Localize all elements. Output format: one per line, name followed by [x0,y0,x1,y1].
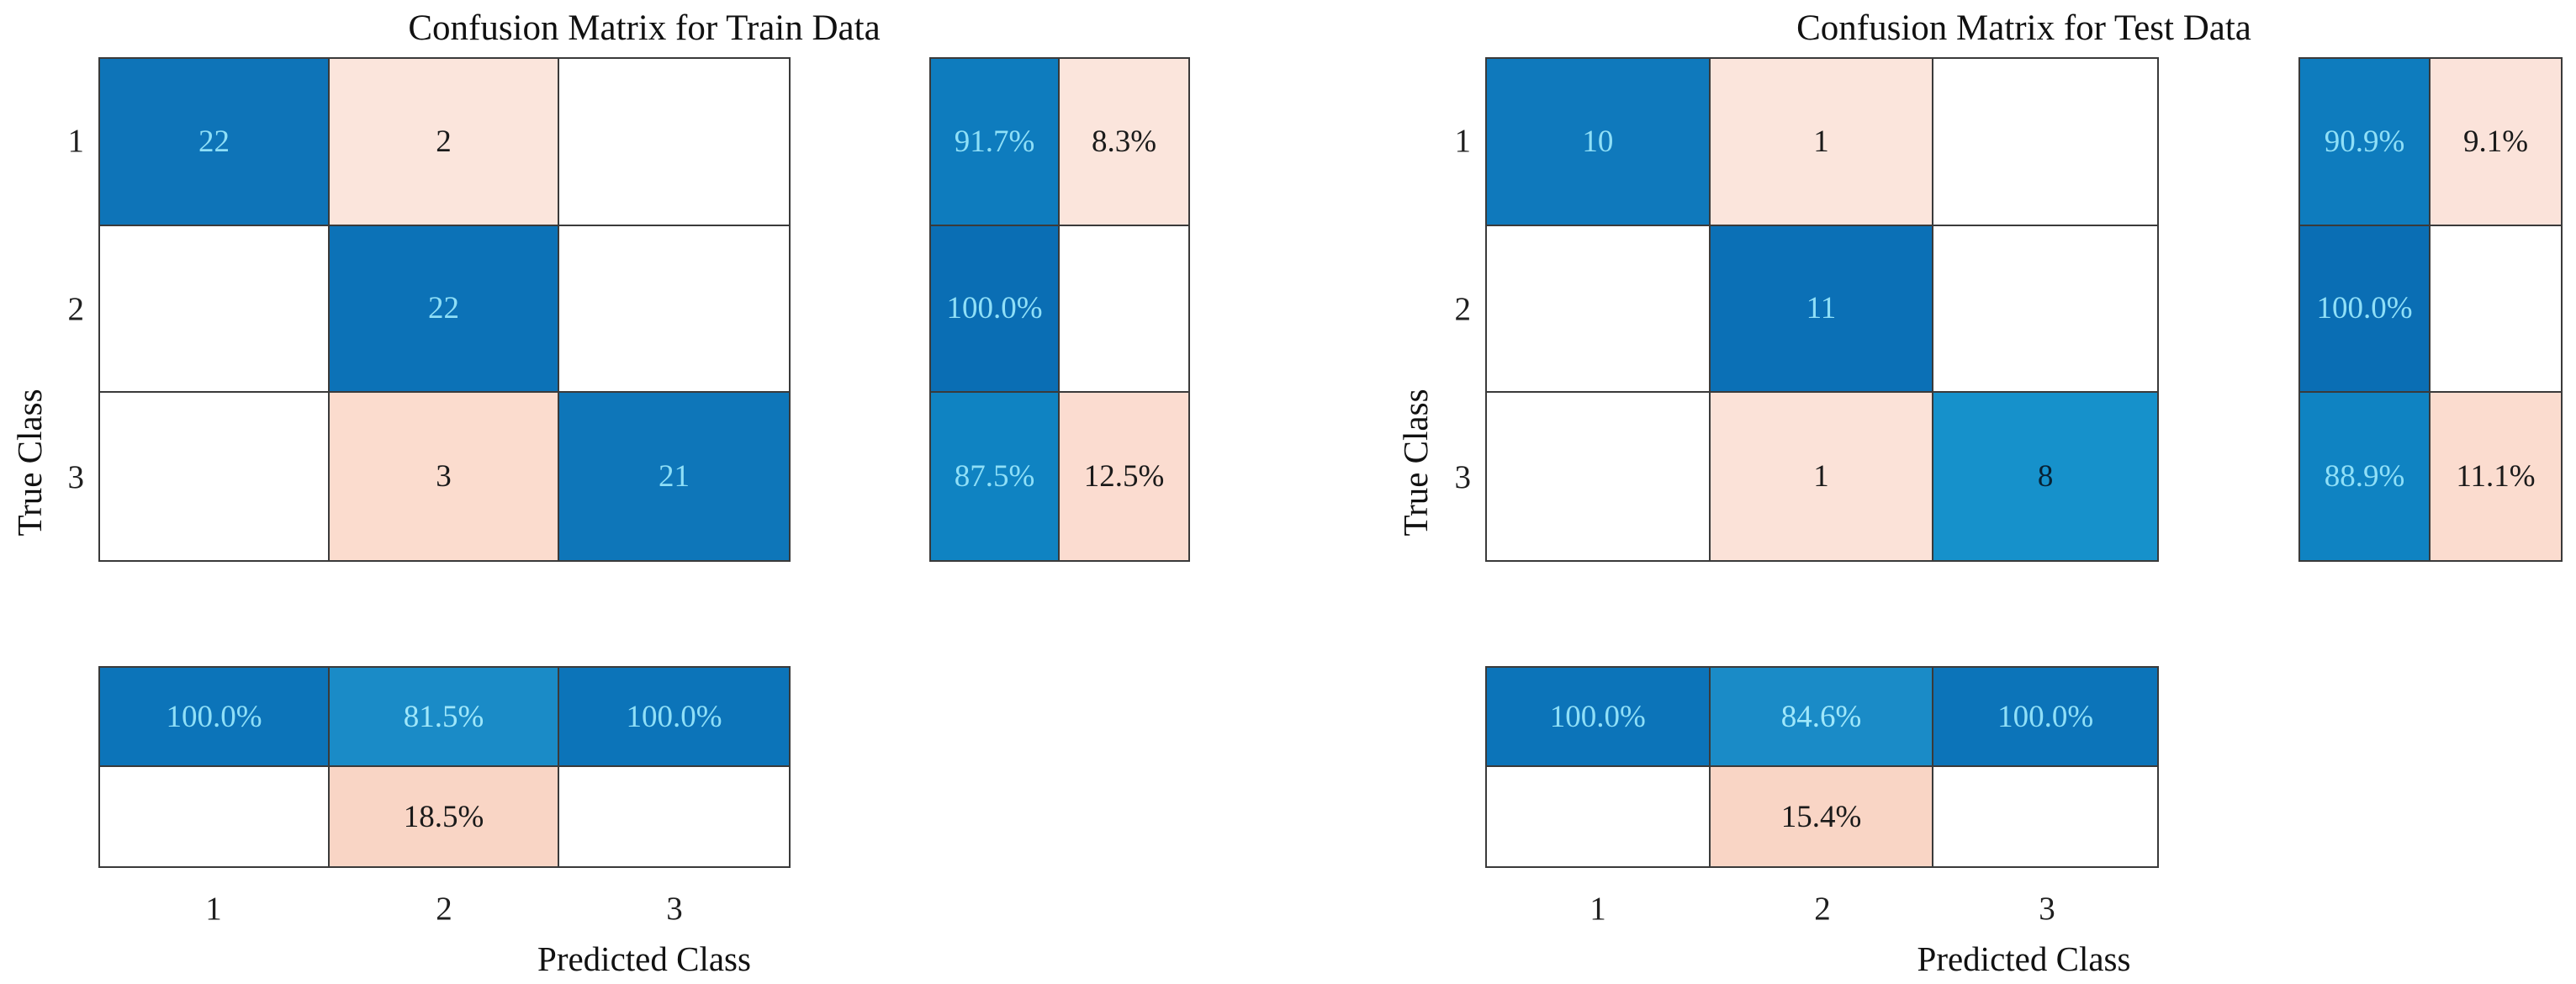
test-matrix-cell [1487,225,1711,394]
train-col-summary-cell [559,767,789,866]
test-matrix-cell [1487,393,1711,560]
train-x-tick-label: 3 [666,891,683,927]
test-col-summary-cell [1487,767,1711,866]
test-y-tick-label: 1 [1454,123,1472,159]
test-col-summary-cell: 100.0% [1933,668,2157,767]
test-matrix-cell [1933,225,2157,394]
test-y-tick-label: 2 [1454,291,1472,327]
test-x-tick-label: 3 [2039,891,2055,927]
train-matrix-cell [559,225,789,394]
test-col-summary-cell [1933,767,2157,866]
train-y-tick-label: 2 [67,291,85,327]
test-matrix-cell: 10 [1487,59,1711,226]
test-col-summary-cell: 100.0% [1487,668,1711,767]
train-matrix-cell: 21 [559,393,789,560]
train-col-summary-cell: 18.5% [330,767,559,866]
test-x-axis-label: Predicted Class [1917,939,2131,978]
train-matrix-cell: 22 [330,225,559,394]
test-row-summary-cell: 88.9% [2300,393,2431,560]
test-row-summary-cell: 100.0% [2300,225,2431,394]
train-column-summary: 100.0% 81.5% 100.0% 18.5% [98,666,791,868]
train-matrix-cell: 3 [330,393,559,560]
train-col-summary-cell [100,767,330,866]
train-confusion-matrix: 22 2 22 3 21 [98,57,791,562]
test-matrix-cell: 8 [1933,393,2157,560]
test-row-summary-cell: 90.9% [2300,59,2431,226]
train-chart-title: Confusion Matrix for Train Data [408,8,881,48]
test-matrix-cell [1933,59,2157,226]
test-x-tick-label: 2 [1814,891,1831,927]
train-col-summary-cell: 100.0% [100,668,330,767]
train-row-summary-cell: 87.5% [931,393,1060,560]
test-row-summary-cell: 11.1% [2431,393,2561,560]
train-row-summary-cell: 91.7% [931,59,1060,226]
test-col-summary-cell: 84.6% [1710,668,1934,767]
train-x-axis-label: Predicted Class [537,939,751,978]
train-y-tick-label: 3 [67,459,85,495]
train-y-tick-label: 1 [67,123,85,159]
train-col-summary-cell: 81.5% [330,668,559,767]
test-confusion-matrix: 10 1 11 1 8 [1485,57,2159,562]
train-row-summary-cell: 12.5% [1060,393,1188,560]
test-y-tick-label: 3 [1454,459,1472,495]
train-x-tick-label: 2 [436,891,452,927]
train-row-summary-cell [1060,225,1188,394]
train-col-summary-cell: 100.0% [559,668,789,767]
train-row-summary: 91.7% 8.3% 100.0% 87.5% 12.5% [929,57,1190,562]
train-matrix-cell: 22 [100,59,330,226]
test-column-summary: 100.0% 84.6% 100.0% 15.4% [1485,666,2159,868]
test-row-summary-cell [2431,225,2561,394]
test-matrix-cell: 1 [1710,59,1934,226]
train-matrix-cell [100,225,330,394]
test-row-summary: 90.9% 9.1% 100.0% 88.9% 11.1% [2298,57,2563,562]
train-row-summary-cell: 8.3% [1060,59,1188,226]
train-matrix-cell [559,59,789,226]
train-matrix-cell [100,393,330,560]
train-matrix-cell: 2 [330,59,559,226]
test-matrix-cell: 1 [1710,393,1934,560]
train-row-summary-cell: 100.0% [931,225,1060,394]
train-x-tick-label: 1 [205,891,222,927]
test-matrix-cell: 11 [1710,225,1934,394]
test-x-tick-label: 1 [1590,891,1606,927]
test-chart-title: Confusion Matrix for Test Data [1796,8,2251,48]
test-col-summary-cell: 15.4% [1710,767,1934,866]
test-row-summary-cell: 9.1% [2431,59,2561,226]
